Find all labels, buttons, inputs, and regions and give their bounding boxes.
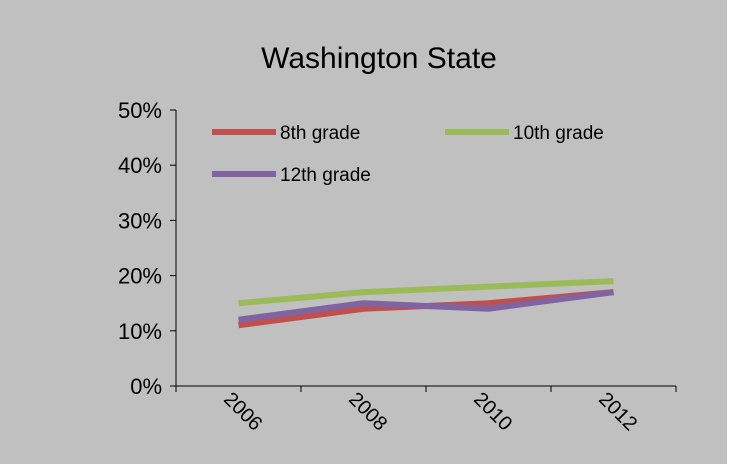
series-line xyxy=(238,289,614,323)
y-tick-label: 40% xyxy=(118,153,162,178)
series-line xyxy=(238,278,614,307)
y-tick-label: 20% xyxy=(118,264,162,289)
y-tick-label: 30% xyxy=(118,208,162,233)
series-layer xyxy=(238,278,614,329)
y-tick-label: 10% xyxy=(118,319,162,344)
legend-label: 12th grade xyxy=(280,165,371,186)
y-tick-label: 50% xyxy=(118,98,162,123)
legend: 8th grade 10th grade 12th grade xyxy=(212,123,604,186)
y-tick-label: 0% xyxy=(130,374,162,399)
chart-title: Washington State xyxy=(261,42,497,75)
legend-label: 10th grade xyxy=(513,123,604,144)
legend-label: 8th grade xyxy=(280,123,360,144)
